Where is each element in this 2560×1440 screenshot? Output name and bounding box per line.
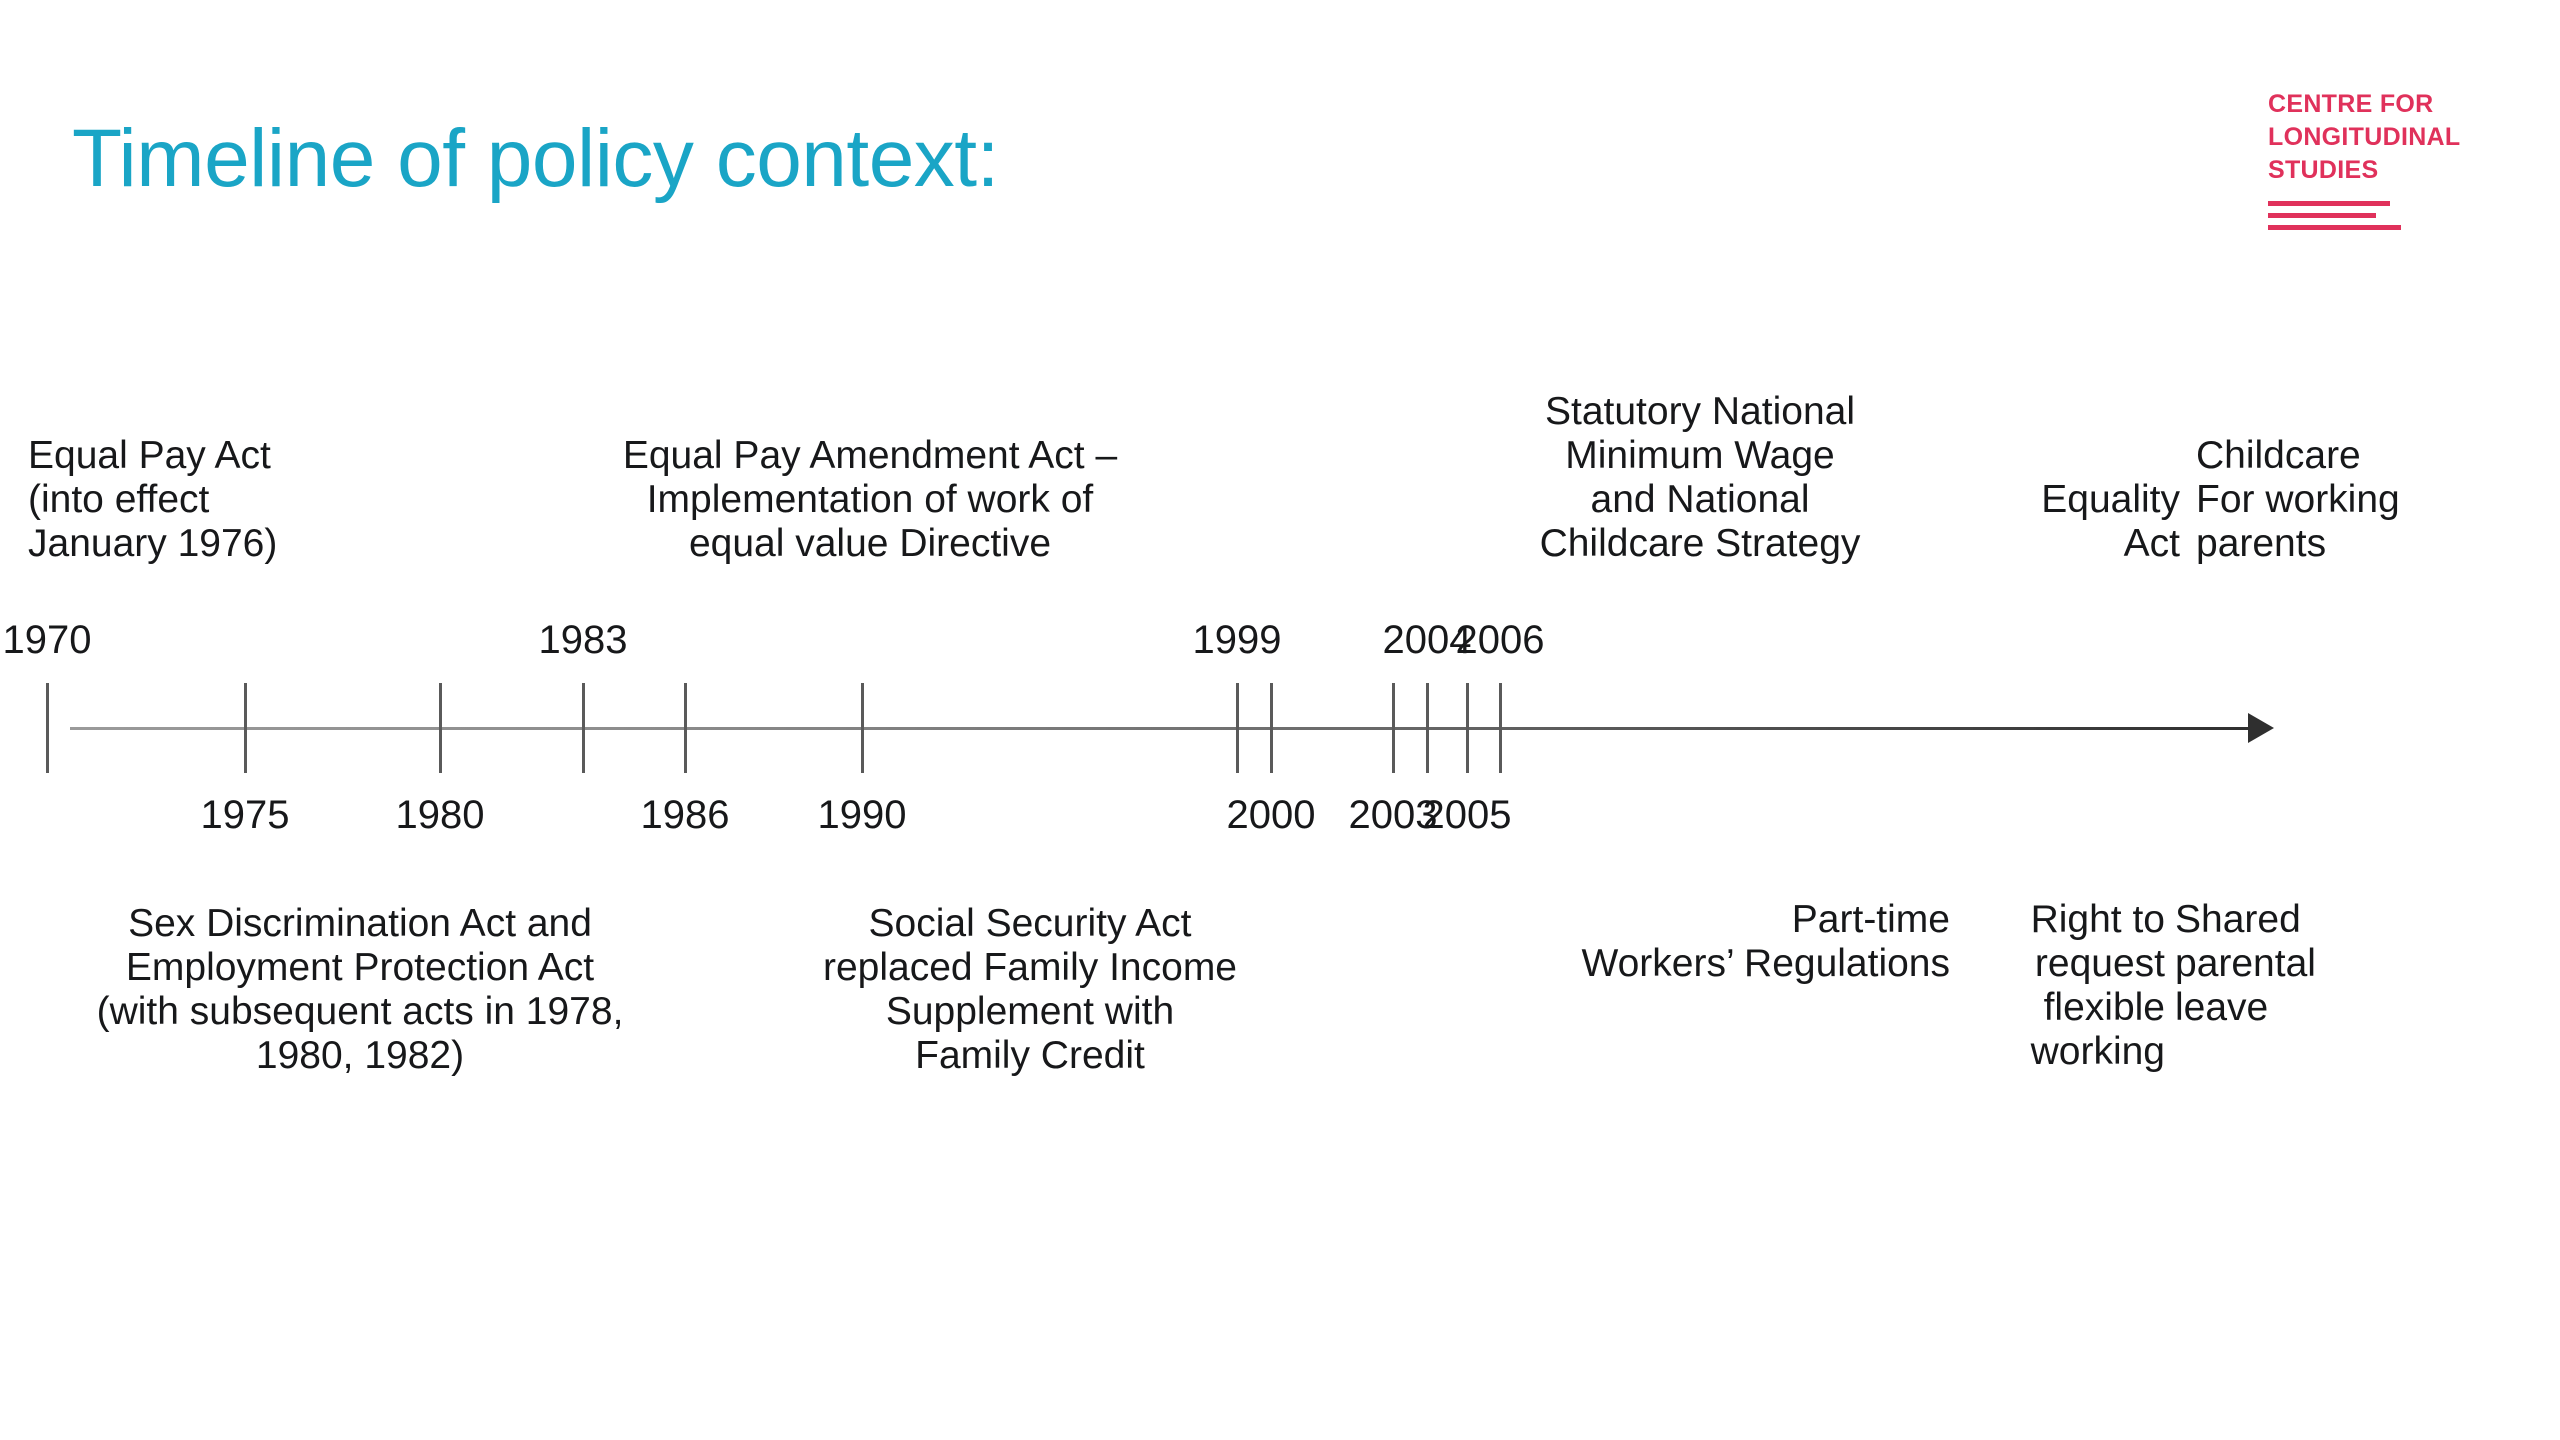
timeline-tick-1990 (861, 683, 864, 773)
timeline-arrow-icon (2248, 713, 2274, 743)
year-label-1983: 1983 (538, 618, 628, 662)
timeline-tick-1983 (582, 683, 585, 773)
event-line: Social Security Act (868, 902, 1192, 945)
event-line: parental (2175, 942, 2316, 986)
event-line: Childcare (2196, 434, 2361, 477)
event-line: Shared (2175, 898, 2301, 941)
event-line: leave (2175, 986, 2269, 1030)
event-block-2000: Part-time Workers’ Regulations (1440, 898, 1950, 986)
logo-rule-2 (2268, 213, 2376, 218)
year-label-2004: 2004 (1382, 618, 1472, 662)
event-line: Equal Pay Amendment Act – (622, 434, 1118, 477)
timeline-tick-2006 (1499, 683, 1502, 773)
year-label-1975: 1975 (200, 793, 290, 837)
timeline-axis-line (70, 727, 2260, 730)
logo-line-2: LONGITUDINAL (2268, 123, 2461, 151)
event-block-2003: Right to request flexible working (1955, 898, 2165, 1074)
event-line: and National (1590, 478, 1810, 522)
event-line: For working (2196, 478, 2400, 522)
year-label-1986: 1986 (640, 793, 730, 837)
event-line: Implementation of work of (646, 478, 1094, 522)
timeline-tick-2003 (1392, 683, 1395, 773)
event-line: equal value Directive (688, 522, 1052, 566)
timeline-tick-2004 (1426, 683, 1429, 773)
timeline-tick-2000 (1270, 683, 1273, 773)
event-block-2004: Equality Act (1930, 478, 2180, 566)
event-line: 1980, 1982) (255, 1034, 465, 1078)
logo-rule-3 (2268, 225, 2401, 230)
year-label-1970: 1970 (2, 618, 92, 662)
year-label-2000: 2000 (1226, 793, 1316, 837)
event-line: request (2034, 942, 2165, 986)
event-block-1986: Social Security Act replaced Family Incom… (770, 902, 1290, 1078)
timeline-tick-1980 (439, 683, 442, 773)
event-line: (into effect (28, 478, 210, 522)
timeline-tick-1970 (46, 683, 49, 773)
event-line: January 1976) (28, 522, 278, 566)
event-line: Act (2123, 522, 2180, 566)
timeline-tick-1986 (684, 683, 687, 773)
event-line: Childcare Strategy (1539, 522, 1861, 566)
event-line: Minimum Wage (1565, 434, 1835, 478)
year-label-2006: 2006 (1455, 618, 1545, 662)
logo-rules (2268, 201, 2508, 230)
event-block-1983: Equal Pay Amendment Act – Implementation … (560, 434, 1180, 566)
event-line: Supplement with (885, 990, 1175, 1034)
event-line: flexible (2043, 986, 2165, 1030)
event-line: Right to (2030, 898, 2165, 941)
timeline-tick-2005 (1466, 683, 1469, 773)
event-line: Family Credit (915, 1034, 1145, 1078)
cls-logo: CENTRE FOR LONGITUDINAL STUDIES (2268, 88, 2508, 237)
event-line: (with subsequent acts in 1978, (96, 990, 624, 1034)
event-block-2006: Childcare For working parents (2196, 434, 2496, 566)
timeline-tick-1999 (1236, 683, 1239, 773)
logo-line-3: STUDIES (2268, 156, 2379, 184)
page-title: Timeline of policy context: (72, 113, 999, 204)
event-block-1975: Sex Discrimination Act and Employment Pro… (20, 902, 700, 1078)
event-line: Employment Protection Act (125, 946, 595, 990)
timeline-tick-1975 (244, 683, 247, 773)
year-label-2005: 2005 (1422, 793, 1512, 837)
event-line: Equal Pay Act (28, 434, 271, 477)
year-label-1980: 1980 (395, 793, 485, 837)
year-label-2003: 2003 (1348, 793, 1438, 837)
event-block-1999: Statutory National Minimum Wage and Nation… (1490, 390, 1910, 566)
event-line: Part-time (1791, 898, 1950, 941)
event-line: replaced Family Income (823, 946, 1237, 990)
logo-rule-1 (2268, 201, 2390, 206)
event-line: Workers’ Regulations (1581, 942, 1950, 986)
event-line: Equality (2041, 478, 2180, 521)
event-line: parents (2196, 522, 2327, 566)
event-block-2005: Shared parental leave (2175, 898, 2435, 1030)
event-line: Sex Discrimination Act and (128, 902, 592, 945)
event-block-1970: Equal Pay Act (into effect January 1976) (28, 434, 448, 566)
event-line: Statutory National (1544, 390, 1855, 433)
year-label-1999: 1999 (1192, 618, 1282, 662)
event-line: working (2030, 1030, 2165, 1074)
year-label-1990: 1990 (817, 793, 907, 837)
logo-line-1: CENTRE FOR (2268, 90, 2434, 118)
